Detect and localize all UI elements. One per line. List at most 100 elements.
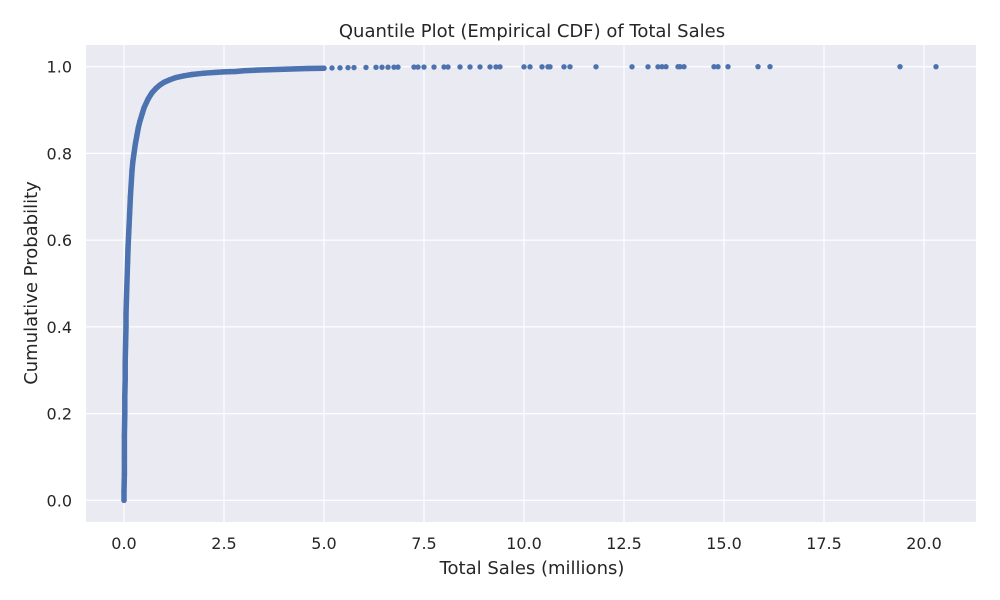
data-point <box>139 111 145 118</box>
data-point <box>379 64 385 70</box>
data-point <box>141 105 147 111</box>
data-point <box>153 85 159 92</box>
y-tick-label: 0.2 <box>47 405 72 424</box>
x-tick-label: 12.5 <box>606 534 642 553</box>
data-point <box>561 64 567 70</box>
data-point <box>121 454 128 460</box>
data-point <box>321 65 327 71</box>
plot-area <box>86 45 976 522</box>
data-point <box>121 432 128 438</box>
data-point <box>124 285 130 291</box>
data-point <box>677 64 683 70</box>
y-tick-label: 0.4 <box>47 318 72 337</box>
data-point <box>467 64 473 70</box>
data-point <box>395 64 401 70</box>
data-point <box>539 64 545 70</box>
data-point <box>149 90 155 96</box>
data-point <box>131 150 137 157</box>
data-point <box>161 79 167 85</box>
x-tick-label: 17.5 <box>806 534 842 553</box>
data-point <box>121 497 127 504</box>
data-point <box>385 64 391 70</box>
data-point <box>128 181 134 187</box>
data-point <box>213 69 219 76</box>
data-point <box>124 272 130 278</box>
data-point <box>124 259 131 265</box>
data-point <box>122 341 129 347</box>
data-point <box>173 74 179 81</box>
data-point <box>431 64 437 70</box>
x-tick-label: 10.0 <box>506 534 542 553</box>
data-point <box>755 63 761 70</box>
data-point <box>135 124 142 131</box>
y-tick-label: 0.6 <box>47 231 72 250</box>
data-point <box>351 64 357 71</box>
y-axis-ticks: 0.0 0.2 0.4 0.6 0.8 1.0 <box>47 58 72 511</box>
data-point <box>167 76 173 83</box>
data-point <box>487 64 493 70</box>
data-point <box>121 471 128 477</box>
data-point <box>373 64 379 71</box>
data-point <box>181 73 187 79</box>
data-point <box>122 410 128 417</box>
x-tick-label: 5.0 <box>311 534 336 553</box>
data-point <box>123 298 130 304</box>
data-point <box>157 82 163 88</box>
data-point <box>897 63 903 70</box>
data-point <box>645 64 651 70</box>
data-point <box>265 67 271 73</box>
data-point <box>126 228 132 235</box>
data-point <box>129 168 135 174</box>
data-point <box>125 246 131 252</box>
data-point <box>201 70 207 76</box>
data-point <box>629 64 635 70</box>
data-point <box>130 159 136 165</box>
data-point <box>711 64 717 70</box>
data-point <box>933 63 939 70</box>
x-tick-label: 20.0 <box>906 534 942 553</box>
data-point <box>221 69 227 75</box>
data-point <box>253 67 259 73</box>
data-point <box>137 118 143 124</box>
data-points <box>121 63 939 504</box>
data-point <box>345 64 351 71</box>
data-point <box>121 488 127 495</box>
data-point <box>337 65 343 71</box>
data-point <box>233 68 239 75</box>
grid <box>86 45 976 522</box>
data-point <box>132 142 138 148</box>
y-axis-label: Cumulative Probability <box>21 181 42 385</box>
data-point <box>329 65 335 71</box>
chart-title: Quantile Plot (Empirical CDF) of Total S… <box>339 21 725 42</box>
data-point <box>767 63 773 70</box>
y-tick-label: 0.0 <box>47 491 72 510</box>
data-point <box>725 63 731 70</box>
data-point <box>122 358 128 365</box>
data-point <box>441 64 447 70</box>
data-point <box>567 64 573 70</box>
x-tick-label: 15.0 <box>706 534 742 553</box>
data-point <box>715 64 721 70</box>
data-point <box>293 66 299 72</box>
x-tick-label: 2.5 <box>211 534 236 553</box>
data-point <box>493 64 499 70</box>
data-point <box>681 64 687 70</box>
data-point <box>445 64 451 70</box>
data-point <box>127 194 134 200</box>
data-point <box>497 64 503 70</box>
data-point <box>363 64 369 71</box>
data-point <box>411 64 417 70</box>
data-point <box>391 64 397 70</box>
data-point <box>134 133 140 139</box>
data-point <box>655 64 661 70</box>
data-point <box>122 376 128 382</box>
x-tick-label: 7.5 <box>411 534 436 553</box>
data-point <box>547 64 553 70</box>
data-point <box>659 64 665 70</box>
x-axis-label: Total Sales (millions) <box>439 558 625 579</box>
y-tick-label: 0.8 <box>47 144 72 163</box>
data-point <box>457 64 463 70</box>
data-point <box>663 64 669 70</box>
data-point <box>527 64 533 70</box>
